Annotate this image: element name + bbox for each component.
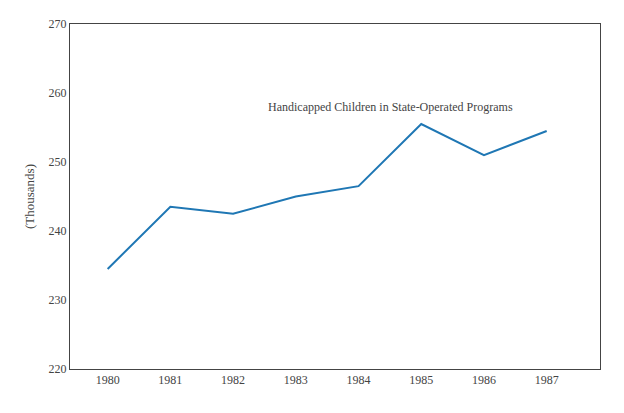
svg-text:260: 260	[49, 86, 67, 100]
svg-text:1983: 1983	[284, 373, 308, 387]
svg-text:1981: 1981	[158, 373, 182, 387]
svg-text:250: 250	[49, 155, 67, 169]
svg-text:1986: 1986	[472, 373, 496, 387]
svg-text:240: 240	[49, 224, 67, 238]
svg-text:220: 220	[49, 362, 67, 376]
svg-text:1984: 1984	[347, 373, 371, 387]
svg-text:230: 230	[49, 293, 67, 307]
svg-text:Handicapped Children in State-: Handicapped Children in State-Operated P…	[268, 100, 513, 114]
svg-text:270: 270	[49, 17, 67, 31]
svg-text:1982: 1982	[221, 373, 245, 387]
svg-text:(Thousands): (Thousands)	[22, 164, 37, 229]
svg-text:1987: 1987	[535, 373, 559, 387]
svg-text:1985: 1985	[409, 373, 433, 387]
svg-text:1980: 1980	[96, 373, 120, 387]
